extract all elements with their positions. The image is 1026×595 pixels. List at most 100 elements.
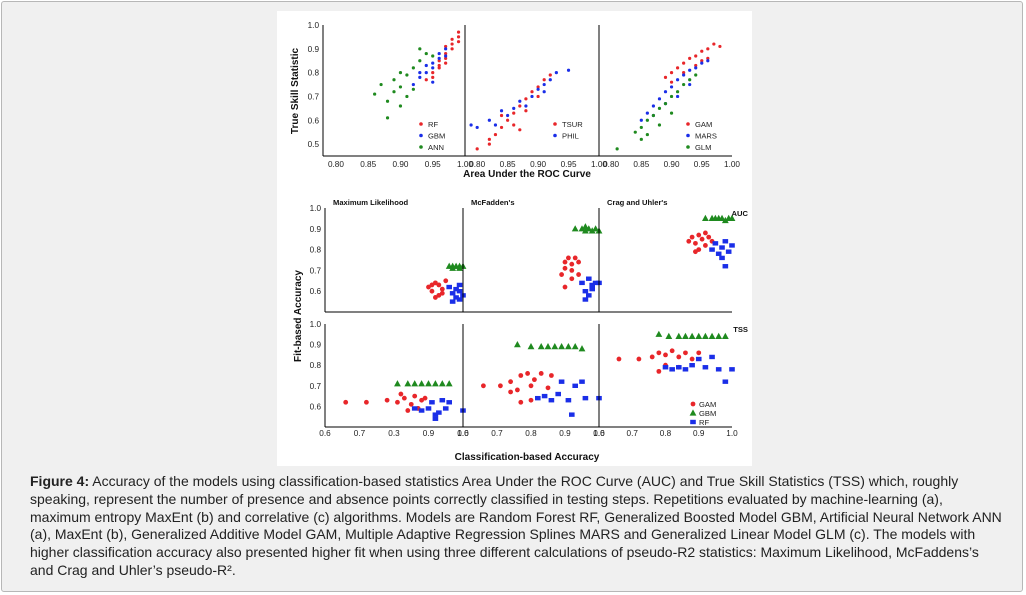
top-legend-gbm-marker (419, 133, 423, 138)
bottom-rf-point (442, 406, 449, 411)
bottom-gam-point (439, 290, 445, 296)
bottom-gam-point (699, 236, 705, 242)
bottom-rf-point (709, 354, 715, 360)
bottom-rf-point (558, 379, 565, 384)
top-panel-c-xtick: 0.90 (664, 160, 680, 169)
top-rf-point (450, 37, 454, 41)
bottom-gam-point (616, 356, 622, 362)
bottom-rf-point (411, 406, 418, 411)
top-mars-point (675, 78, 680, 82)
bottom-xtick: 0.7 (627, 429, 639, 438)
bottom-xtick: 0.3 (388, 429, 400, 438)
top-tsur-point (512, 111, 516, 115)
bottom-legend-gam-marker (690, 401, 696, 407)
top-legend-tsur-marker (553, 122, 557, 126)
bottom-gbm-point (582, 223, 589, 230)
bottom-gbm-point (688, 332, 696, 339)
bottom-gam-point (532, 377, 537, 383)
bottom-xtick: 1.0 (593, 429, 605, 438)
bottom-rf-point (572, 383, 578, 388)
bottom-xtick: 1.0 (457, 429, 469, 438)
bottom-xtick: 0.7 (354, 429, 366, 438)
bottom-gbm-point (394, 380, 401, 387)
bottom-xtick: 0.9 (423, 429, 435, 438)
bottom-ytick: 0.7 (310, 266, 322, 275)
bottom-gam-point (439, 286, 445, 292)
bottom-gbm-point (571, 343, 579, 350)
bottom-rf-point (456, 282, 463, 288)
top-rf-point (444, 51, 448, 56)
top-panel-b-xtick: 0.90 (530, 160, 546, 169)
top-glm-point (657, 106, 662, 110)
bottom-gbm-point (592, 225, 599, 232)
bottom-gbm-point (551, 343, 559, 350)
bottom-gam-point (669, 348, 675, 354)
bottom-gbm-point (456, 264, 463, 271)
top-ann-point (373, 92, 377, 96)
top-legend-mars-marker (686, 133, 690, 138)
top-phil-point (542, 90, 546, 94)
bottom-rf-point (535, 395, 541, 401)
top-mars-point (700, 61, 704, 65)
bottom-gbm-point (682, 332, 689, 339)
bottom-rf-point (555, 391, 561, 397)
bottom-rf-point (582, 289, 589, 294)
top-mars-point (706, 59, 710, 63)
top-panel-b-xtick: 0.95 (561, 160, 577, 169)
bottom-ytick: 0.8 (310, 246, 322, 255)
bottom-gam-point (576, 272, 581, 277)
top-tsur-point (499, 113, 504, 118)
bottom-gam-point (429, 282, 435, 288)
bottom-ylabel: Fit-based Accuracy (293, 270, 304, 362)
bottom-gam-point (569, 261, 575, 267)
top-ann-point (411, 87, 415, 91)
bottom-gam-point (562, 259, 568, 265)
caption-label: Figure 4: (30, 473, 90, 489)
bottom-gam-point (436, 282, 442, 288)
top-mars-point (675, 94, 680, 99)
top-ytick: 0.5 (308, 140, 320, 149)
bottom-gbm-point (404, 380, 412, 387)
top-gam-point (688, 56, 692, 60)
top-legend-phil-label: PHIL (562, 132, 579, 141)
top-legend-rf-marker (419, 122, 423, 126)
bottom-gam-point (433, 295, 438, 300)
bottom-gam-point (562, 284, 568, 290)
bottom-legend-gbm-marker (689, 409, 697, 416)
top-tsur-point (530, 90, 534, 94)
top-glm-point (663, 102, 668, 106)
bottom-rf-point (579, 280, 585, 286)
bottom-gbm-point (585, 225, 593, 232)
top-panel-a-xtick: 0.85 (360, 160, 376, 169)
bottom-gbm-point (449, 264, 457, 271)
bottom-rf-point (715, 367, 722, 372)
top-gbm-point (424, 71, 428, 75)
bottom-gam-point (343, 399, 349, 405)
top-xlabel: Area Under the ROC Curve (463, 169, 591, 180)
bottom-gam-point (569, 268, 575, 273)
bottom-xtick: 0.8 (525, 429, 537, 438)
bottom-rf-point (425, 406, 432, 411)
top-ann-point (392, 90, 396, 94)
bottom-gam-point (412, 393, 418, 399)
bottom-ytick: 0.6 (310, 402, 322, 411)
top-rf-point (456, 30, 461, 34)
bottom-gam-point (549, 373, 554, 378)
bottom-gbm-point (721, 216, 729, 224)
top-ann-point (379, 82, 383, 87)
top-panel-a-xtick: 1.00 (457, 160, 473, 169)
bottom-xtick: 0.7 (491, 429, 503, 438)
top-glm-point (645, 118, 649, 122)
bottom-xtick: 0.6 (593, 429, 605, 438)
top-ann-point (418, 59, 422, 63)
top-mars-point (663, 90, 668, 94)
bottom-rf-point (695, 356, 702, 362)
bottom-rf-point (453, 295, 459, 300)
bottom-column-title: Maximum Likelihood (333, 198, 408, 207)
top-tsur-point (475, 147, 479, 151)
bottom-gam-point (384, 397, 390, 403)
bottom-gam-point (696, 232, 702, 238)
bottom-rf-point (586, 293, 592, 298)
top-gbm-point (444, 47, 448, 51)
top-glm-point (688, 78, 692, 82)
